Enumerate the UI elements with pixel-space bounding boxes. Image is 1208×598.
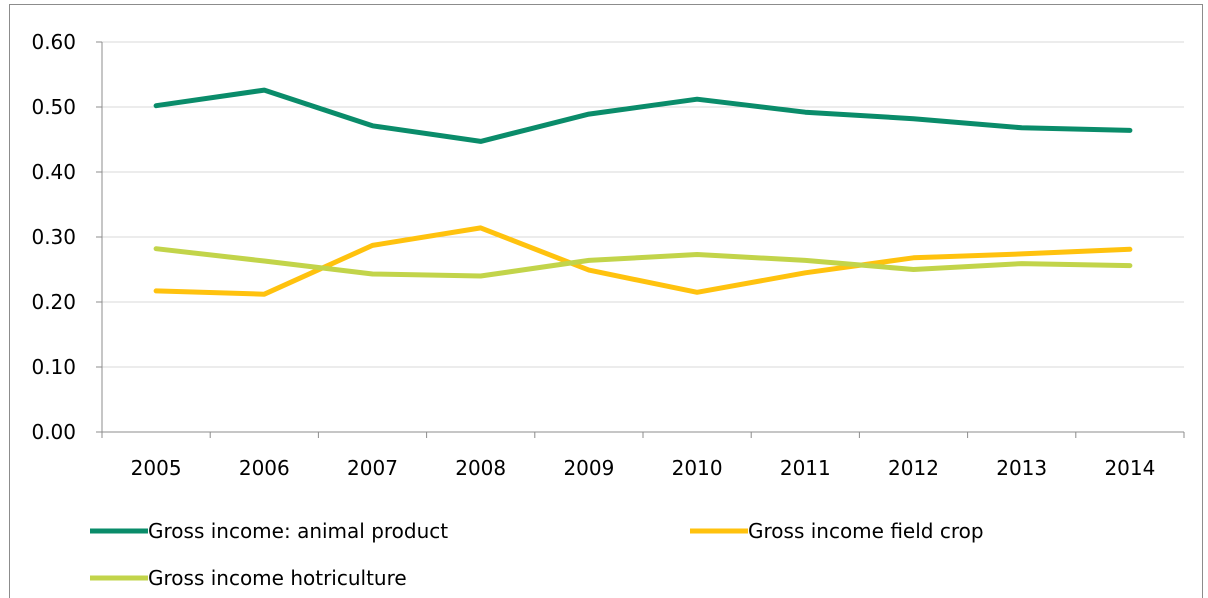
x-tick-label: 2010 (672, 456, 723, 480)
y-axis-ticks: 0.00 0.10 0.20 0.30 0.40 0.50 0.60 (31, 30, 76, 444)
y-tick-label: 0.50 (31, 95, 76, 119)
x-tick-label: 2005 (131, 456, 182, 480)
x-tick-label: 2008 (455, 456, 506, 480)
legend-label-2: Gross income field crop (748, 519, 984, 543)
y-tick-label: 0.00 (31, 420, 76, 444)
x-tick-label: 2012 (888, 456, 939, 480)
legend-label-1: Gross income: animal product (148, 519, 448, 543)
x-tick-label: 2009 (563, 456, 614, 480)
x-tick-label: 2011 (780, 456, 831, 480)
x-tick-label: 2007 (347, 456, 398, 480)
series-line-3 (153, 246, 1133, 279)
y-tick-label: 0.20 (31, 290, 76, 314)
legend: Gross income: animal product Gross income… (90, 519, 984, 590)
series-lines (153, 87, 1133, 297)
x-tick-label: 2014 (1104, 456, 1155, 480)
x-axis-ticks: 2005 2006 2007 2008 2009 2010 2011 2012 2013 2014 (131, 456, 1156, 480)
x-tick-label: 2013 (996, 456, 1047, 480)
y-tick-label: 0.60 (31, 30, 76, 54)
series-line-2 (153, 225, 1133, 297)
y-tick-label: 0.10 (31, 355, 76, 379)
axes (96, 41, 1185, 438)
chart-frame (9, 4, 1203, 598)
legend-label-3: Gross income hotriculture (148, 566, 407, 590)
y-tick-label: 0.40 (31, 160, 76, 184)
series-line-1 (153, 87, 1133, 144)
x-tick-label: 2006 (239, 456, 290, 480)
y-tick-label: 0.30 (31, 225, 76, 249)
